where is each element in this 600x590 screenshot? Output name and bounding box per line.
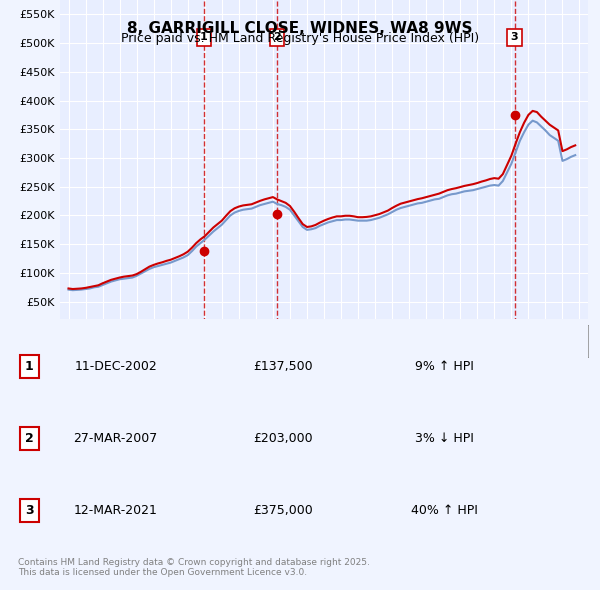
- Text: 1: 1: [25, 360, 34, 373]
- Text: 1: 1: [200, 32, 208, 42]
- Text: 8, GARRIGILL CLOSE, WIDNES, WA8 9WS (detached house): 8, GARRIGILL CLOSE, WIDNES, WA8 9WS (det…: [107, 329, 413, 339]
- Text: 2: 2: [273, 32, 281, 42]
- Text: Price paid vs. HM Land Registry's House Price Index (HPI): Price paid vs. HM Land Registry's House …: [121, 32, 479, 45]
- Text: 40% ↑ HPI: 40% ↑ HPI: [410, 504, 478, 517]
- Text: 12-MAR-2021: 12-MAR-2021: [74, 504, 158, 517]
- Text: 3: 3: [511, 32, 518, 42]
- Text: Contains HM Land Registry data © Crown copyright and database right 2025.
This d: Contains HM Land Registry data © Crown c…: [18, 558, 370, 577]
- Text: 8, GARRIGILL CLOSE, WIDNES, WA8 9WS: 8, GARRIGILL CLOSE, WIDNES, WA8 9WS: [127, 21, 473, 35]
- Text: 3% ↓ HPI: 3% ↓ HPI: [415, 432, 473, 445]
- Text: 9% ↑ HPI: 9% ↑ HPI: [415, 360, 473, 373]
- Text: HPI: Average price, detached house, Halton: HPI: Average price, detached house, Halt…: [107, 343, 335, 353]
- Text: £375,000: £375,000: [253, 504, 313, 517]
- Text: £137,500: £137,500: [253, 360, 313, 373]
- Text: £203,000: £203,000: [253, 432, 313, 445]
- Text: 27-MAR-2007: 27-MAR-2007: [74, 432, 158, 445]
- Text: 11-DEC-2002: 11-DEC-2002: [74, 360, 157, 373]
- Text: 3: 3: [25, 504, 34, 517]
- Text: 2: 2: [25, 432, 34, 445]
